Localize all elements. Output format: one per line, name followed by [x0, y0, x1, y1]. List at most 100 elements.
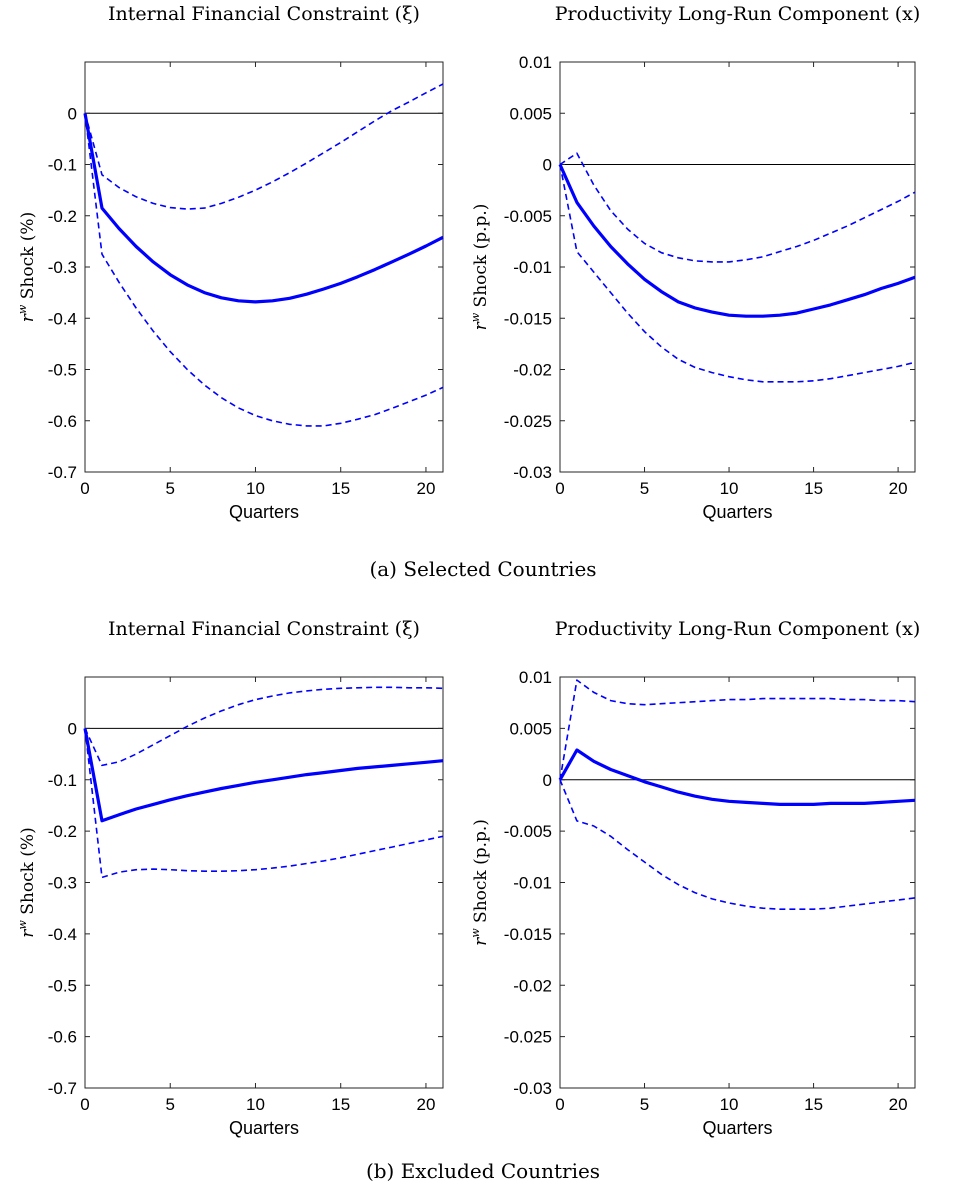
- x-tick-label: 0: [80, 479, 89, 498]
- y-tick-label: -0.01: [513, 874, 552, 893]
- y-tick-label: -0.1: [48, 771, 77, 790]
- y-tick-label: -0.005: [504, 207, 552, 226]
- axes-box: [559, 61, 916, 473]
- axes-box: [559, 676, 916, 1089]
- y-tick-label: -0.01: [513, 258, 552, 277]
- x-axis-label: Quarters: [229, 1118, 299, 1138]
- series-line-band-2: [559, 779, 916, 911]
- axes-box: [84, 61, 444, 473]
- x-tick-label: 10: [246, 1095, 265, 1114]
- y-tick-label: 0.01: [519, 668, 552, 687]
- y-axis-label-rest: Shock (%): [18, 212, 38, 305]
- y-tick-label: -0.03: [513, 1079, 552, 1098]
- x-tick-label: 15: [804, 479, 823, 498]
- y-axis-label-rest: Shock (p.p.): [471, 204, 491, 313]
- x-tick-label: 20: [889, 479, 908, 498]
- axes-box: [84, 676, 444, 1089]
- y-tick-label: -0.2: [48, 207, 77, 226]
- series-line-band-2: [559, 164, 916, 383]
- caption-a: (a) Selected Countries: [369, 557, 596, 581]
- y-axis-label: rw Shock (p.p.): [469, 819, 491, 946]
- y-tick-label: -0.5: [48, 976, 77, 995]
- series-line-median: [83, 728, 444, 823]
- chart-title: Internal Financial Constraint (ξ): [108, 3, 420, 25]
- y-axis-label-sup: w: [469, 312, 482, 322]
- y-axis-label: rw Shock (%): [16, 212, 38, 322]
- x-tick-label: 15: [804, 1095, 823, 1114]
- series-line-band-1: [559, 679, 916, 780]
- y-tick-label: -0.2: [48, 822, 77, 841]
- x-tick-label: 10: [246, 479, 265, 498]
- x-tick-label: 20: [416, 1095, 435, 1114]
- y-tick-label: -0.03: [513, 463, 552, 482]
- y-tick-label: -0.02: [513, 976, 552, 995]
- series-line-band-1: [559, 152, 916, 263]
- y-axis-label: rw Shock (p.p.): [469, 204, 491, 331]
- x-axis-label: Quarters: [229, 502, 299, 522]
- y-axis-label: rw Shock (%): [16, 827, 38, 937]
- chart-panel-1: Internal Financial Constraint (ξ) 0 5 10 15 2…: [16, 3, 444, 522]
- x-tick-label: 10: [720, 479, 739, 498]
- x-tick-label: 5: [166, 479, 175, 498]
- y-tick-label: -0.025: [504, 412, 552, 431]
- y-axis-label-sup: w: [16, 304, 29, 314]
- chart-title: Productivity Long-Run Component (x): [555, 3, 921, 25]
- y-tick-label: -0.6: [48, 412, 77, 431]
- series-line-band-1: [84, 686, 444, 767]
- series-line-band-2: [84, 728, 444, 879]
- series-line-median: [558, 748, 916, 807]
- chart-panel-2: Productivity Long-Run Component (x) 0 5 10 1…: [469, 3, 920, 522]
- x-tick-label: 5: [166, 1095, 175, 1114]
- y-tick-label: -0.3: [48, 258, 77, 277]
- y-tick-label: -0.015: [504, 925, 552, 944]
- y-tick-label: -0.3: [48, 874, 77, 893]
- x-tick-label: 5: [640, 1095, 649, 1114]
- chart-panel-4: Productivity Long-Run Component (x) 0 5 10 1…: [469, 618, 920, 1138]
- x-tick-label: 10: [720, 1095, 739, 1114]
- y-axis-label-rest: Shock (%): [18, 827, 38, 920]
- y-tick-label: -0.1: [48, 156, 77, 175]
- chart-title: Internal Financial Constraint (ξ): [108, 618, 420, 640]
- chart-title: Productivity Long-Run Component (x): [555, 618, 921, 640]
- y-tick-label: -0.015: [504, 309, 552, 328]
- y-tick-label: -0.4: [48, 925, 77, 944]
- y-axis-label-sup: w: [16, 920, 29, 930]
- y-tick-label: -0.02: [513, 361, 552, 380]
- y-axis-label-base: r: [18, 313, 38, 322]
- caption-b: (b) Excluded Countries: [366, 1159, 600, 1183]
- x-tick-label: 15: [331, 1095, 350, 1114]
- x-tick-label: 0: [555, 479, 564, 498]
- y-tick-label: 0: [68, 104, 77, 123]
- y-axis-label-sup: w: [469, 928, 482, 938]
- y-tick-label: -0.7: [48, 463, 77, 482]
- y-tick-label: -0.025: [504, 1028, 552, 1047]
- x-tick-label: 15: [331, 479, 350, 498]
- series-line-band-1: [84, 83, 444, 210]
- y-axis-label-base: r: [471, 321, 491, 330]
- series-line-median: [83, 113, 444, 304]
- y-tick-label: 0: [543, 156, 552, 175]
- y-axis-label-rest: Shock (p.p.): [471, 819, 491, 928]
- y-tick-label: -0.005: [504, 822, 552, 841]
- x-tick-label: 0: [80, 1095, 89, 1114]
- x-tick-label: 20: [416, 479, 435, 498]
- series-line-band-2: [84, 113, 444, 427]
- x-axis-label: Quarters: [702, 1118, 772, 1138]
- y-tick-label: 0: [543, 771, 552, 790]
- y-tick-label: -0.4: [48, 309, 77, 328]
- x-tick-label: 20: [889, 1095, 908, 1114]
- x-tick-label: 5: [640, 479, 649, 498]
- y-tick-label: 0.01: [519, 53, 552, 72]
- chart-panel-3: Internal Financial Constraint (ξ) 0 5 10 15 2…: [16, 618, 444, 1138]
- y-tick-label: -0.5: [48, 361, 77, 380]
- series-line-median: [558, 163, 916, 318]
- y-tick-label: 0.005: [509, 104, 552, 123]
- y-tick-label: -0.6: [48, 1028, 77, 1047]
- y-axis-label-base: r: [471, 937, 491, 946]
- x-axis-label: Quarters: [702, 502, 772, 522]
- y-axis-label-base: r: [18, 929, 38, 938]
- y-tick-label: -0.7: [48, 1079, 77, 1098]
- y-tick-label: 0: [68, 719, 77, 738]
- y-tick-label: 0.005: [509, 719, 552, 738]
